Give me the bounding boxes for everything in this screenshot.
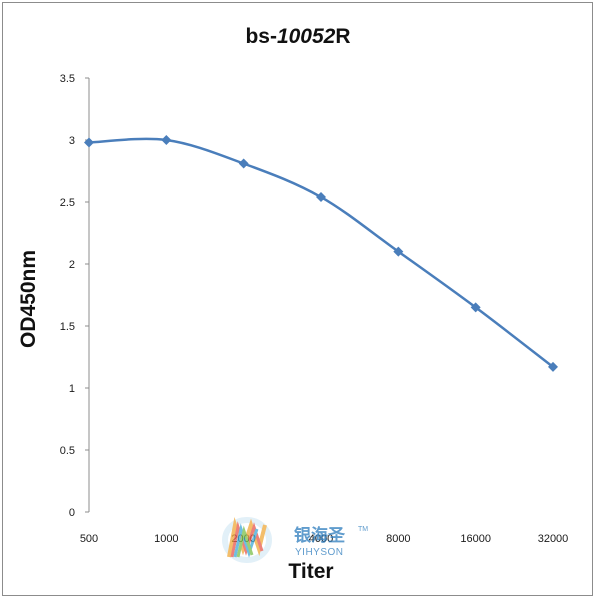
rainbow-logo-icon [222,517,272,563]
x-tick-label: 4000 [309,533,333,545]
data-point-marker [316,192,326,203]
y-axis-title: OD450nm [17,250,40,348]
data-point-marker [84,137,94,148]
y-tick-label: 3.5 [60,73,75,85]
x-tick-label: 8000 [386,533,410,545]
y-tick-label: 2.5 [60,197,75,209]
y-tick-label: 2 [69,259,75,271]
y-tick-group: 0 0.5 1 1.5 2 2.5 3 3.5 [60,73,89,519]
data-point-marker [470,302,481,313]
data-point-marker [393,246,404,257]
x-tick-label: 32000 [538,533,569,545]
series-markers [84,135,558,372]
x-tick-label: 1000 [154,533,178,545]
y-tick-label: 0 [69,507,75,519]
title-italic: 10052 [277,25,336,48]
data-point-marker [161,135,172,145]
x-tick-label: 16000 [460,533,491,545]
y-tick-label: 0.5 [60,445,75,457]
data-point-marker [548,361,558,372]
chart-canvas: bs-10052R 00.511.522.533.5 500 1000 2000 40… [17,25,569,583]
title-prefix: bs- [245,25,277,48]
title-suffix: R [335,25,350,48]
y-tick-label: 3 [69,135,75,147]
watermark-chinese: 银海圣 [294,525,346,546]
series-line [88,137,554,368]
watermark-english: YIHYSON [295,547,344,558]
chart-title: bs-10052R [245,25,350,48]
watermark-logo: 银海圣 TM YIHYSON [222,517,368,563]
y-tick-label: 1.5 [60,321,75,333]
x-axis-title: Titer [288,560,333,583]
watermark-tm: TM [358,526,368,533]
data-point-marker [238,158,249,169]
x-tick-label: 500 [80,533,98,545]
y-tick-label: 1 [69,383,75,395]
